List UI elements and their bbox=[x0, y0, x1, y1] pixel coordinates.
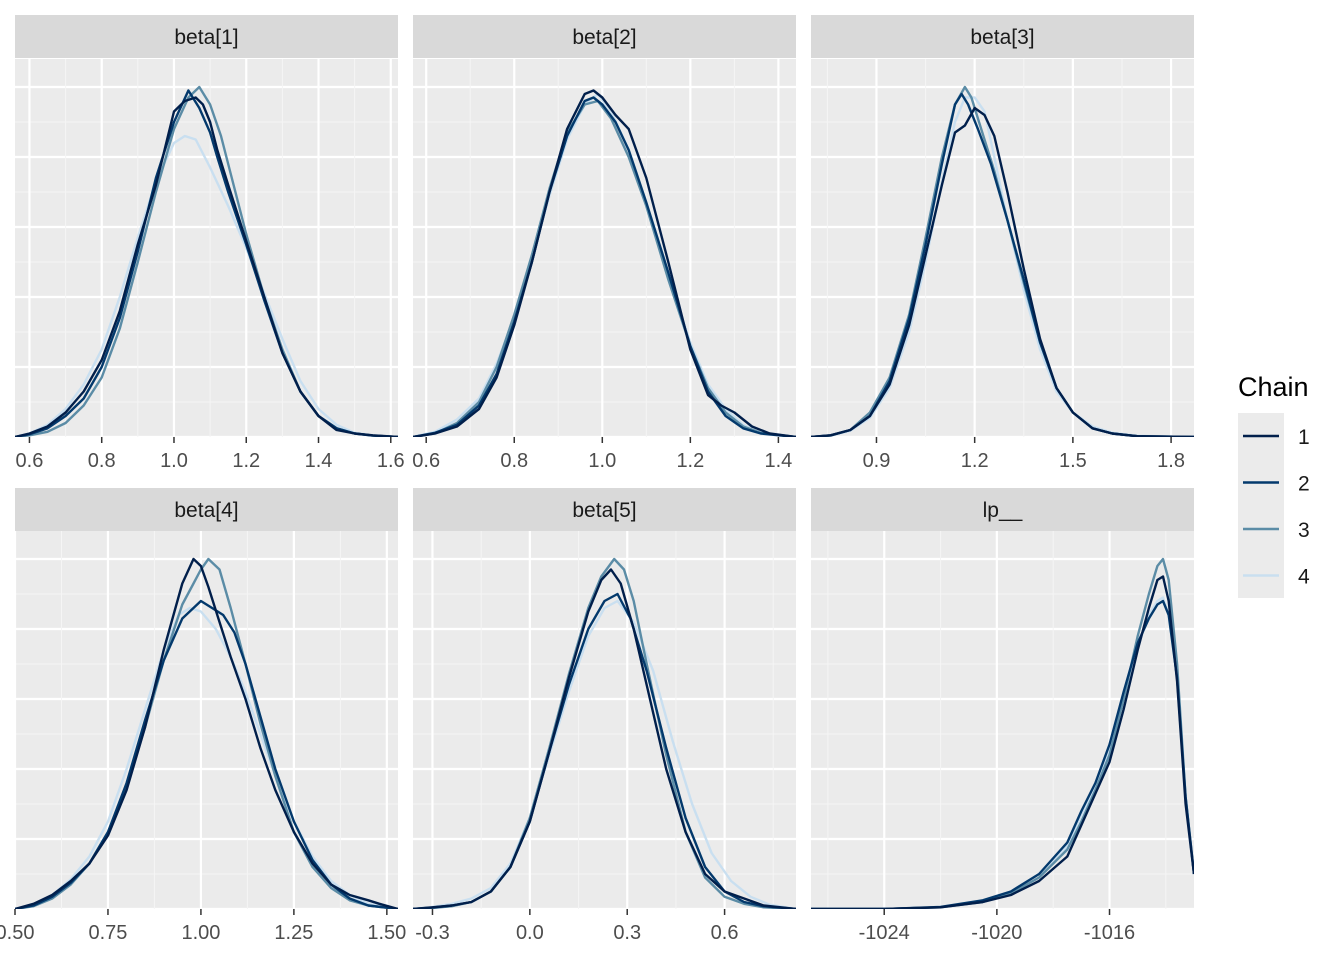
x-tick-label: 0.50 bbox=[0, 922, 34, 944]
x-tick-label: 1.4 bbox=[305, 450, 333, 472]
density-line-chain-2 bbox=[811, 599, 1194, 909]
panel-plot-area bbox=[413, 531, 796, 909]
density-line-chain-1 bbox=[15, 96, 398, 437]
facet-panel: beta[2] 0.6 0.8 1.0 1.2 1.4 bbox=[412, 15, 796, 472]
x-tick-label: 0.3 bbox=[613, 922, 641, 944]
legend-label: 2 bbox=[1298, 473, 1310, 496]
x-tick-label: 1.5 bbox=[1059, 450, 1087, 472]
facet-strip bbox=[413, 15, 796, 58]
panel-plot-area bbox=[413, 59, 796, 437]
legend-key-background bbox=[1238, 413, 1284, 598]
panel-background bbox=[413, 531, 796, 909]
x-tick-label: -0.3 bbox=[415, 922, 449, 944]
density-line-chain-2 bbox=[413, 96, 796, 437]
facet-strip bbox=[811, 15, 1194, 58]
density-line-chain-4 bbox=[15, 606, 398, 909]
facet-title: beta[2] bbox=[572, 26, 636, 49]
facet-title: beta[4] bbox=[174, 499, 238, 522]
facet-panel: beta[5] -0.3 0.0 0.3 0.6 bbox=[413, 488, 796, 944]
density-line-chain-1 bbox=[811, 106, 1194, 437]
x-tick-label: 1.2 bbox=[961, 450, 989, 472]
x-tick-label: 0.6 bbox=[711, 922, 739, 944]
density-line-chain-1 bbox=[413, 568, 796, 909]
x-tick-label: 1.50 bbox=[367, 922, 406, 944]
x-tick-label: 0.75 bbox=[88, 922, 127, 944]
facet-title: lp__ bbox=[983, 499, 1023, 522]
legend-label: 1 bbox=[1298, 426, 1310, 449]
panel-plot-area bbox=[811, 531, 1194, 909]
facet-panel: lp__ -1024 -1020 -1016 bbox=[811, 488, 1194, 944]
x-tick-label: 1.25 bbox=[274, 922, 313, 944]
x-tick-label: 1.00 bbox=[181, 922, 220, 944]
panel-plot-area bbox=[15, 531, 398, 909]
facet-panels: beta[1] 0.6 0.8 1.0 1.2 1.4 1.6 beta[2] 0.6 0.8 1.… bbox=[0, 15, 1194, 944]
facet-panel: beta[1] 0.6 0.8 1.0 1.2 1.4 1.6 bbox=[15, 15, 405, 472]
panel-plot-area bbox=[811, 59, 1194, 437]
legend: Chain 1 2 3 4 bbox=[1238, 372, 1310, 598]
panel-background bbox=[811, 531, 1194, 909]
x-tick-label: 1.0 bbox=[160, 450, 188, 472]
facet-title: beta[1] bbox=[174, 26, 238, 49]
x-tick-label: 0.8 bbox=[500, 450, 528, 472]
x-tick-label: 0.9 bbox=[863, 450, 891, 472]
x-tick-label: -1016 bbox=[1084, 922, 1135, 944]
facet-panel: beta[4] 0.50 0.75 1.00 1.25 1.50 bbox=[0, 488, 406, 944]
legend-label: 3 bbox=[1298, 519, 1310, 542]
legend-title: Chain bbox=[1238, 372, 1309, 402]
facet-title: beta[5] bbox=[572, 499, 636, 522]
x-tick-label: 1.2 bbox=[232, 450, 260, 472]
panel-background bbox=[811, 59, 1194, 437]
x-tick-label: 1.4 bbox=[764, 450, 792, 472]
density-line-chain-1 bbox=[15, 557, 398, 909]
x-tick-label: 1.8 bbox=[1157, 450, 1185, 472]
x-tick-label: 0.0 bbox=[516, 922, 544, 944]
x-tick-label: -1024 bbox=[859, 922, 910, 944]
x-tick-label: -1020 bbox=[971, 922, 1022, 944]
density-line-chain-1 bbox=[811, 575, 1194, 909]
facet-panel: beta[3] 0.9 1.2 1.5 1.8 bbox=[811, 15, 1194, 472]
facet-strip bbox=[15, 15, 398, 58]
density-line-chain-4 bbox=[413, 599, 796, 909]
x-tick-label: 0.6 bbox=[412, 450, 440, 472]
facet-title: beta[3] bbox=[970, 26, 1034, 49]
density-line-chain-1 bbox=[413, 89, 796, 437]
x-tick-label: 0.8 bbox=[88, 450, 116, 472]
x-tick-label: 1.0 bbox=[588, 450, 616, 472]
panel-plot-area bbox=[15, 59, 398, 437]
x-tick-label: 1.2 bbox=[676, 450, 704, 472]
legend-label: 4 bbox=[1298, 566, 1310, 589]
x-tick-label: 1.6 bbox=[377, 450, 405, 472]
density-line-chain-4 bbox=[15, 134, 398, 437]
facet-strip bbox=[15, 488, 398, 531]
facet-strip bbox=[413, 488, 796, 531]
facet-strip bbox=[811, 488, 1194, 531]
x-tick-label: 0.6 bbox=[16, 450, 44, 472]
